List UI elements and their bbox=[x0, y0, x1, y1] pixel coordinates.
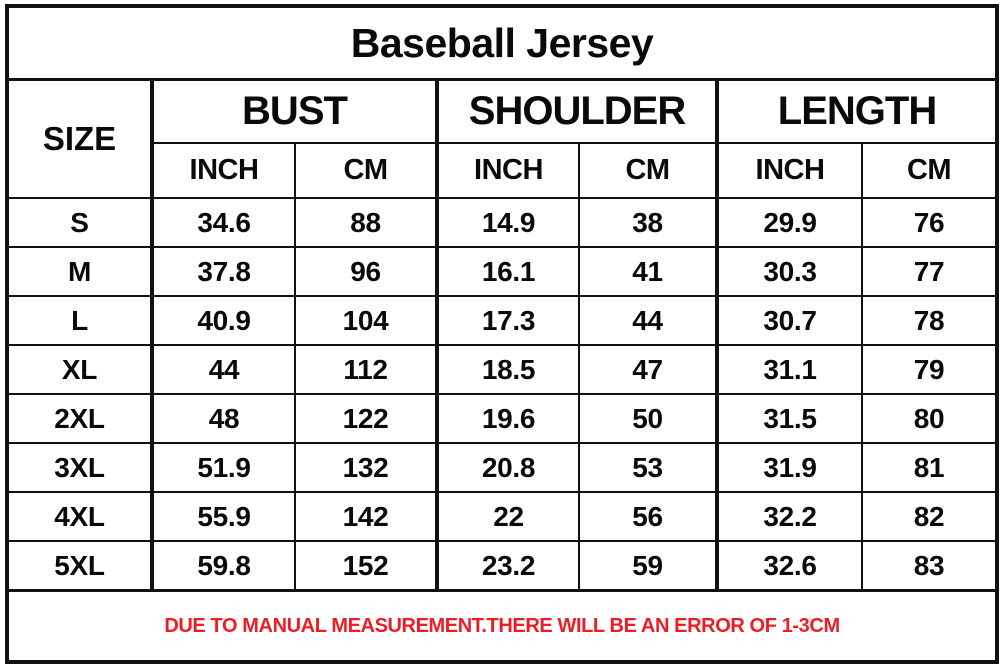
table-row: S 34.6 88 14.9 38 29.9 76 bbox=[6, 197, 999, 248]
cell-bust-cm: 122 bbox=[294, 393, 438, 444]
cell-shoulder-inch: 14.9 bbox=[435, 197, 580, 248]
cell-length-cm: 77 bbox=[860, 246, 999, 297]
header-unit-bust-cm: CM bbox=[294, 142, 438, 199]
size-chart-frame: Baseball Jersey SIZE BUST SHOULDER LENGT… bbox=[5, 4, 1000, 664]
cell-length-inch: 30.3 bbox=[715, 246, 863, 297]
cell-length-inch: 32.2 bbox=[715, 491, 863, 542]
cell-bust-inch: 59.8 bbox=[150, 540, 296, 592]
row-size-label: 3XL bbox=[6, 442, 153, 493]
row-size-label: 2XL bbox=[6, 393, 153, 444]
cell-length-cm: 79 bbox=[860, 344, 999, 395]
table-row: XL 44 112 18.5 47 31.1 79 bbox=[6, 344, 999, 395]
cell-bust-inch: 44 bbox=[150, 344, 296, 395]
cell-length-inch: 30.7 bbox=[715, 295, 863, 346]
cell-length-cm: 81 bbox=[860, 442, 999, 493]
row-size-label: L bbox=[6, 295, 153, 346]
header-group-bust: BUST bbox=[150, 78, 438, 144]
header-unit-bust-inch: INCH bbox=[150, 142, 296, 199]
cell-length-cm: 80 bbox=[860, 393, 999, 444]
note-row: DUE TO MANUAL MEASUREMENT.THERE WILL BE … bbox=[5, 589, 999, 663]
cell-shoulder-inch: 16.1 bbox=[435, 246, 580, 297]
header-unit-shoulder-inch: INCH bbox=[435, 142, 580, 199]
cell-bust-cm: 112 bbox=[294, 344, 438, 395]
cell-shoulder-cm: 56 bbox=[578, 491, 718, 542]
cell-shoulder-inch: 18.5 bbox=[435, 344, 580, 395]
cell-length-inch: 32.6 bbox=[715, 540, 863, 592]
cell-bust-cm: 152 bbox=[294, 540, 438, 592]
cell-shoulder-cm: 50 bbox=[578, 393, 718, 444]
measurement-disclaimer: DUE TO MANUAL MEASUREMENT.THERE WILL BE … bbox=[5, 589, 999, 663]
cell-length-inch: 29.9 bbox=[715, 197, 863, 248]
cell-shoulder-inch: 20.8 bbox=[435, 442, 580, 493]
cell-length-inch: 31.9 bbox=[715, 442, 863, 493]
title-row: Baseball Jersey bbox=[5, 5, 999, 81]
cell-shoulder-inch: 22 bbox=[435, 491, 580, 542]
table-row: 2XL 48 122 19.6 50 31.5 80 bbox=[6, 393, 999, 444]
row-size-label: 5XL bbox=[6, 540, 153, 592]
cell-bust-cm: 104 bbox=[294, 295, 438, 346]
cell-shoulder-inch: 19.6 bbox=[435, 393, 580, 444]
header-size: SIZE bbox=[6, 78, 153, 199]
cell-bust-cm: 132 bbox=[294, 442, 438, 493]
cell-length-inch: 31.5 bbox=[715, 393, 863, 444]
row-size-label: 4XL bbox=[6, 491, 153, 542]
header-group-row: SIZE BUST SHOULDER LENGTH bbox=[6, 78, 999, 199]
cell-length-inch: 31.1 bbox=[715, 344, 863, 395]
cell-bust-inch: 40.9 bbox=[150, 295, 296, 346]
table-row: 5XL 59.8 152 23.2 59 32.6 83 bbox=[6, 540, 999, 592]
cell-bust-inch: 48 bbox=[150, 393, 296, 444]
cell-length-cm: 76 bbox=[860, 197, 999, 248]
table-row: L 40.9 104 17.3 44 30.7 78 bbox=[6, 295, 999, 346]
table-row: M 37.8 96 16.1 41 30.3 77 bbox=[6, 246, 999, 297]
header-unit-row: INCH CM INCH CM INCH CM bbox=[7, 142, 999, 199]
header-group-length: LENGTH bbox=[714, 78, 999, 144]
cell-shoulder-cm: 53 bbox=[578, 442, 718, 493]
header-unit-length-cm: CM bbox=[860, 142, 999, 199]
cell-shoulder-cm: 38 bbox=[578, 197, 718, 248]
cell-length-cm: 78 bbox=[860, 295, 999, 346]
cell-bust-cm: 142 bbox=[294, 491, 438, 542]
cell-shoulder-inch: 23.2 bbox=[435, 540, 580, 592]
header-unit-length-inch: INCH bbox=[715, 142, 863, 199]
cell-bust-cm: 88 bbox=[294, 197, 438, 248]
cell-bust-inch: 37.8 bbox=[150, 246, 296, 297]
header-unit-shoulder-cm: CM bbox=[578, 142, 718, 199]
size-chart-table: Baseball Jersey SIZE BUST SHOULDER LENGT… bbox=[5, 4, 1000, 664]
cell-bust-inch: 34.6 bbox=[150, 197, 296, 248]
row-size-label: XL bbox=[6, 344, 153, 395]
cell-shoulder-cm: 59 bbox=[578, 540, 718, 592]
cell-bust-inch: 55.9 bbox=[150, 491, 296, 542]
table-row: 3XL 51.9 132 20.8 53 31.9 81 bbox=[6, 442, 999, 493]
cell-bust-cm: 96 bbox=[294, 246, 438, 297]
cell-shoulder-cm: 47 bbox=[578, 344, 718, 395]
table-row: 4XL 55.9 142 22 56 32.2 82 bbox=[6, 491, 999, 542]
cell-shoulder-cm: 41 bbox=[578, 246, 718, 297]
cell-shoulder-cm: 44 bbox=[578, 295, 718, 346]
row-size-label: S bbox=[6, 197, 153, 248]
cell-length-cm: 82 bbox=[860, 491, 999, 542]
row-size-label: M bbox=[6, 246, 153, 297]
page-title: Baseball Jersey bbox=[5, 5, 999, 81]
cell-bust-inch: 51.9 bbox=[150, 442, 296, 493]
cell-length-cm: 83 bbox=[860, 540, 999, 592]
cell-shoulder-inch: 17.3 bbox=[435, 295, 580, 346]
header-group-shoulder: SHOULDER bbox=[435, 78, 718, 144]
